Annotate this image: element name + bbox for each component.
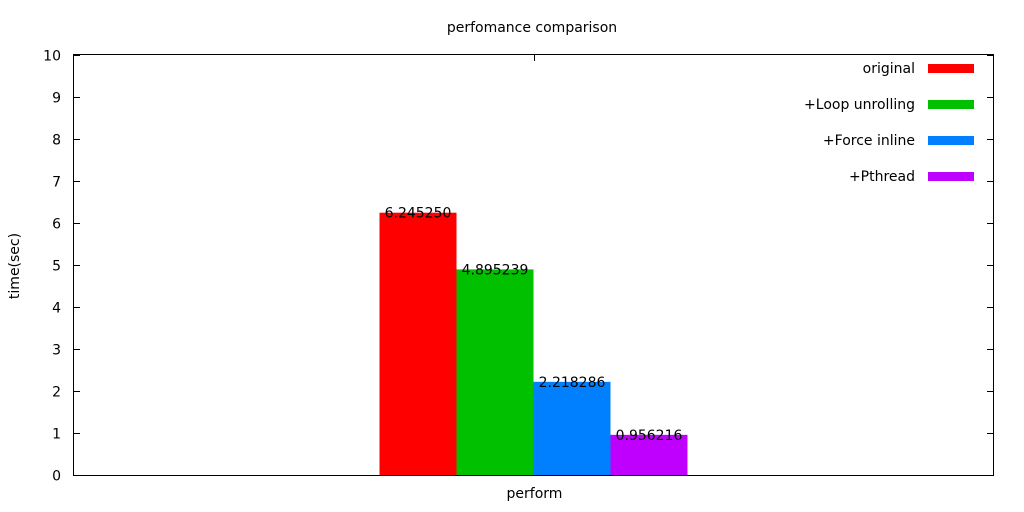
y-tick-label: 4 — [52, 301, 61, 317]
plot-frame — [73, 54, 994, 476]
bars — [379, 212, 688, 475]
y-axis-ticks: 0 1 2 3 4 5 6 7 8 9 10 — [43, 49, 993, 485]
legend-swatch — [928, 136, 974, 145]
bar-value-label: 0.956216 — [616, 428, 683, 444]
legend-swatch — [928, 172, 974, 181]
y-tick-label: 2 — [52, 385, 61, 401]
bar-value-label: 4.895239 — [462, 262, 529, 278]
legend: original +Loop unrolling +Force inline +Pth… — [804, 61, 974, 185]
bar — [533, 381, 611, 475]
y-tick-label: 8 — [52, 133, 61, 149]
legend-label: +Loop unrolling — [804, 97, 915, 113]
bar — [456, 269, 534, 475]
y-tick-label: 5 — [52, 259, 61, 275]
legend-label: +Force inline — [823, 133, 915, 149]
y-axis-label: time(sec) — [7, 233, 23, 299]
legend-swatch — [928, 64, 974, 73]
bar — [610, 434, 688, 475]
x-tick-label: perform — [507, 486, 563, 502]
bar — [379, 212, 457, 475]
chart-title: perfomance comparison — [447, 20, 617, 36]
y-tick-label: 9 — [52, 91, 61, 107]
y-tick-label: 10 — [43, 49, 61, 65]
y-tick-label: 0 — [52, 469, 61, 485]
y-tick-label: 1 — [52, 427, 61, 443]
bar-labels: 6.245250 4.895239 2.218286 0.956216 — [385, 206, 683, 444]
y-tick-label: 6 — [52, 217, 61, 233]
legend-label: original — [863, 61, 915, 77]
legend-label: +Pthread — [849, 169, 915, 185]
y-tick-label: 3 — [52, 343, 61, 359]
bar-value-label: 2.218286 — [539, 375, 606, 391]
legend-swatch — [928, 100, 974, 109]
y-tick-label: 7 — [52, 175, 61, 191]
bar-value-label: 6.245250 — [385, 206, 452, 222]
